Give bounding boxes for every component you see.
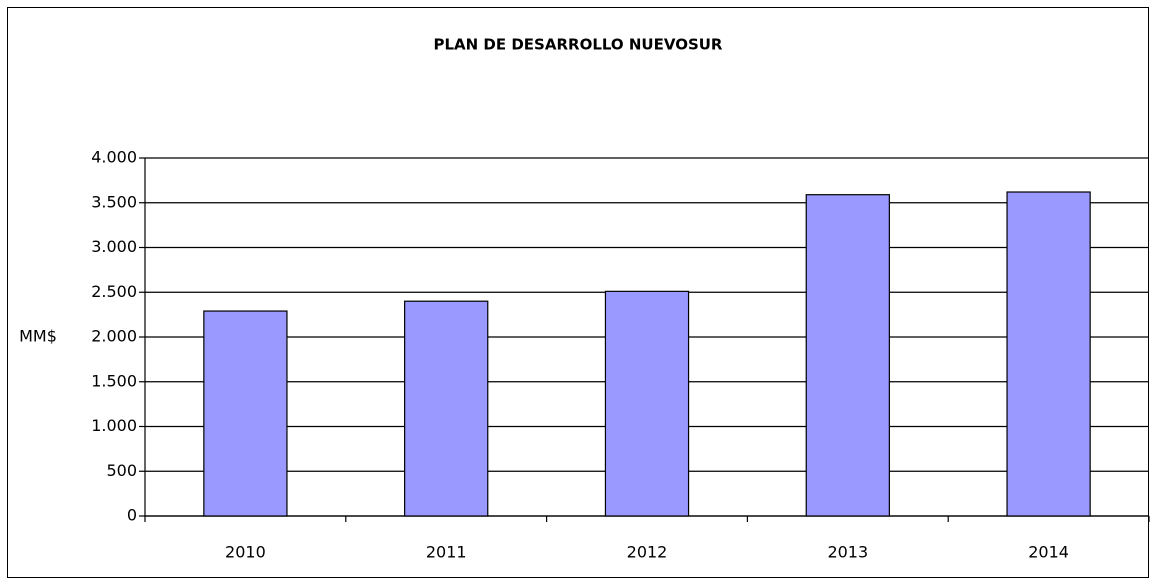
y-tick-label: 4.000 (91, 148, 137, 167)
x-tick-label: 2010 (225, 543, 266, 562)
x-tick-label: 2013 (827, 543, 868, 562)
x-tick-label: 2011 (426, 543, 467, 562)
y-tick-label: 1.000 (91, 416, 137, 435)
y-tick-label: 500 (106, 461, 137, 480)
y-tick-label: 3.500 (91, 192, 137, 211)
y-axis-label: MM$ (19, 327, 57, 346)
bar (1006, 191, 1091, 517)
y-tick-label: 1.500 (91, 371, 137, 390)
chart-title: PLAN DE DESARROLLO NUEVOSUR (434, 36, 723, 54)
bar (203, 310, 288, 517)
y-tick-label: 0 (127, 506, 137, 525)
y-tick-label: 3.000 (91, 237, 137, 256)
bar (404, 300, 489, 517)
x-tick-label: 2012 (627, 543, 668, 562)
x-tick-label: 2014 (1028, 543, 1069, 562)
y-tick-label: 2.500 (91, 282, 137, 301)
bar (805, 194, 890, 517)
bar (604, 290, 690, 517)
y-tick-label: 2.000 (91, 327, 137, 346)
